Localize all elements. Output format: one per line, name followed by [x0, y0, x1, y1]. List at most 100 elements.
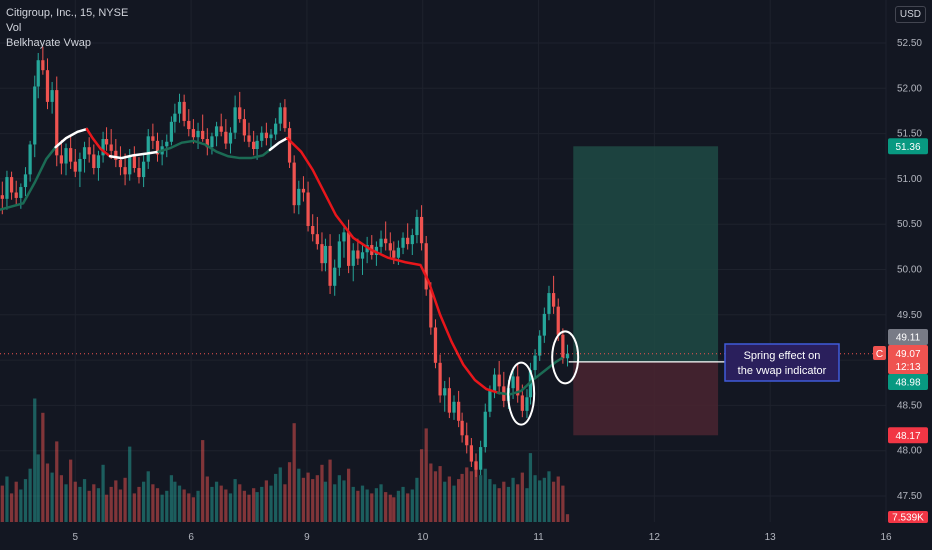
volume-bar — [283, 484, 287, 522]
candle-body — [479, 447, 483, 470]
candle-body — [82, 147, 87, 159]
candle-body — [547, 293, 551, 314]
candle-body — [0, 195, 4, 199]
vwap-line-rising — [157, 139, 272, 160]
currency-button[interactable]: USD — [894, 6, 926, 23]
volume-bar — [78, 486, 82, 522]
volume-bar — [224, 489, 228, 522]
candle-body — [73, 161, 77, 172]
x-tick-label: 11 — [533, 532, 544, 543]
volume-bar — [146, 471, 150, 522]
candle-body — [415, 216, 419, 236]
candle-body — [311, 226, 315, 235]
candle-body — [177, 101, 182, 114]
volume-bar — [28, 468, 32, 522]
x-tick-label: 9 — [304, 532, 310, 543]
volume-bar — [155, 488, 160, 522]
volume-bar — [469, 471, 473, 522]
volume-bar — [92, 484, 96, 522]
x-tick-label: 6 — [188, 532, 194, 543]
high-price-tag-bg — [888, 329, 928, 345]
candle-body — [497, 374, 501, 387]
volume-bar — [360, 485, 365, 522]
volume-bar — [196, 490, 200, 522]
volume-bar — [260, 486, 264, 522]
volume-bar — [356, 490, 360, 522]
candle-body — [196, 130, 200, 138]
candle-body — [123, 167, 127, 175]
volume-bar — [429, 463, 433, 522]
volume-bar — [328, 459, 332, 522]
candle-body — [187, 120, 191, 130]
volume-bar — [379, 484, 383, 522]
stop-price-tag: 48.17 — [895, 431, 920, 442]
volume-indicator-label[interactable]: Vol — [6, 22, 22, 34]
candle-body — [19, 187, 23, 198]
volume-bar — [306, 472, 310, 522]
volume-bar — [242, 490, 246, 522]
volume-bar — [114, 480, 118, 522]
candle-body — [87, 147, 91, 155]
volume-bar — [96, 488, 101, 522]
candle-body — [342, 232, 346, 242]
volume-bar — [274, 473, 278, 522]
x-tick-label: 13 — [765, 532, 777, 543]
volume-bar — [82, 479, 87, 522]
x-tick-label: 12 — [649, 532, 661, 543]
volume-bar — [351, 486, 355, 522]
symbol-title[interactable]: Citigroup, Inc., 15, NYSE — [6, 7, 129, 19]
candle-body — [45, 70, 50, 102]
candle-body — [452, 401, 456, 413]
target-price-tag: 51.36 — [895, 142, 920, 153]
volume-bar — [169, 475, 174, 522]
candle-body — [392, 250, 396, 258]
volume-bar — [55, 441, 59, 522]
candle-body — [92, 154, 96, 169]
volume-bar — [132, 493, 136, 522]
countdown-tag: 12:13 — [895, 362, 920, 373]
candle-body — [379, 238, 383, 247]
volume-bar — [19, 489, 23, 522]
vwap-line-flat — [108, 150, 160, 160]
volume-bar — [447, 476, 451, 522]
volume-bar — [488, 479, 492, 522]
candle-body — [360, 252, 365, 259]
volume-bar — [542, 477, 546, 522]
vwap-indicator-label[interactable]: Belkhayate Vwap — [6, 37, 91, 49]
candle-body — [214, 126, 219, 137]
candle-body — [219, 126, 223, 132]
last-price-tag-bg — [888, 345, 928, 374]
volume-bar — [565, 514, 570, 522]
volume-bar — [533, 475, 537, 522]
volume-bar — [520, 472, 524, 522]
volume-bar — [64, 484, 68, 522]
volume-bar — [528, 453, 533, 522]
candle-body — [118, 159, 123, 168]
volume-bar — [255, 492, 259, 522]
candle-body — [283, 107, 287, 129]
candle-body — [50, 90, 54, 102]
annotation-line-2: the vwap indicator — [738, 365, 827, 377]
volume-bar — [551, 481, 556, 522]
volume-bar — [33, 398, 37, 522]
volume-bar — [419, 449, 424, 522]
candle-body — [274, 123, 278, 135]
candle-body — [96, 155, 101, 169]
candle-body — [542, 313, 546, 336]
candle-body — [14, 192, 18, 198]
x-tick-label: 5 — [72, 532, 78, 543]
volume-bar — [337, 475, 341, 522]
candle-body — [238, 107, 242, 120]
volume-bar — [511, 477, 515, 522]
candle-body — [565, 353, 570, 359]
candle-body — [36, 60, 40, 87]
volume-bar — [141, 481, 146, 522]
volume-bar — [87, 490, 91, 522]
candle-body — [396, 247, 401, 258]
volume-bar — [73, 481, 77, 522]
candle-body — [433, 327, 438, 363]
candle-body — [469, 445, 473, 462]
volume-bar — [177, 485, 182, 522]
